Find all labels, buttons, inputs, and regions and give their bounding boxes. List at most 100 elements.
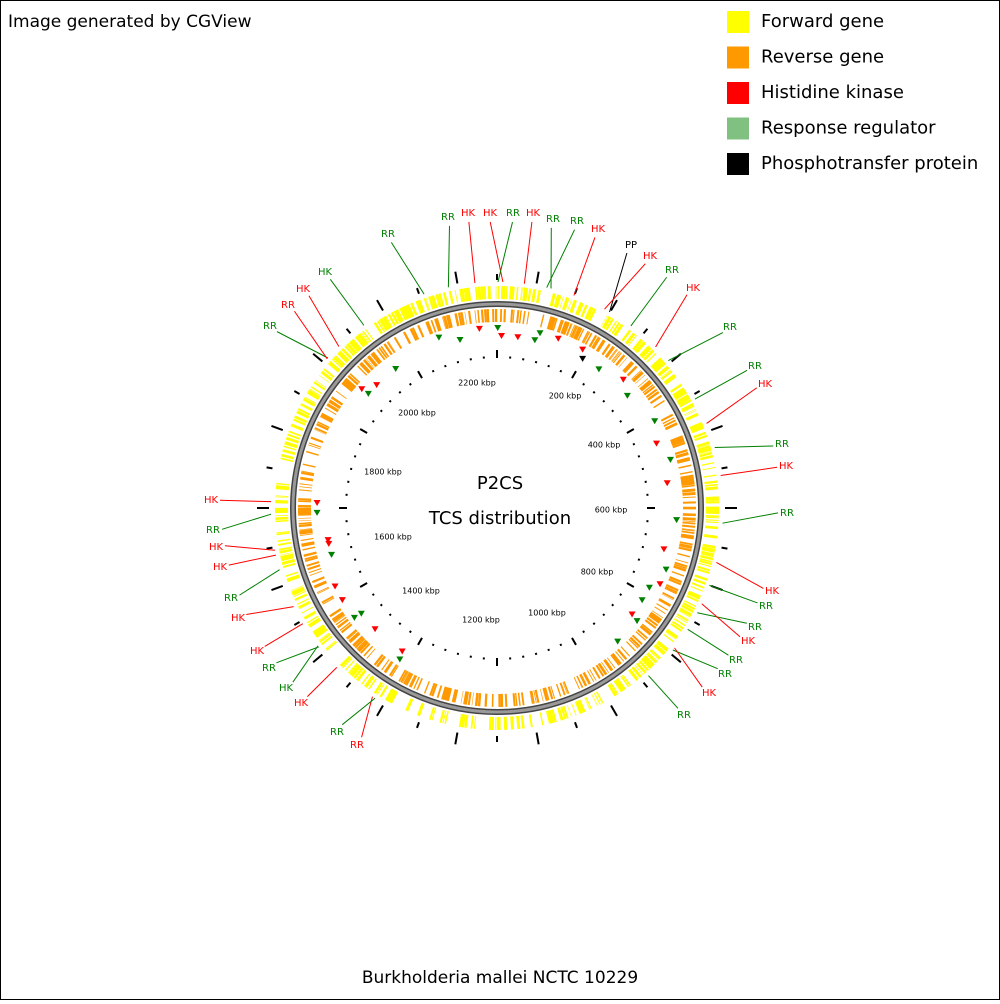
feature-label: HK — [209, 542, 224, 553]
scale-label: 800 kbp — [581, 568, 614, 577]
reverse-gene — [486, 694, 487, 707]
scale-tick — [603, 614, 604, 615]
scale-tick — [548, 649, 549, 651]
feature-label: HK — [758, 379, 773, 390]
scale-label: 400 kbp — [588, 441, 621, 450]
scale-label: 1400 kbp — [402, 587, 440, 596]
scale-tick — [399, 392, 400, 394]
feature-label: RR — [677, 710, 691, 721]
feature-label: HK — [294, 698, 309, 709]
scale-tick — [433, 370, 434, 372]
feature-label: RR — [570, 216, 584, 227]
reverse-gene — [682, 523, 695, 524]
feature-label: HK — [213, 562, 228, 573]
reverse-gene — [298, 499, 311, 500]
forward-gene — [275, 521, 288, 522]
scale-tick — [620, 594, 622, 595]
forward-gene — [476, 287, 477, 300]
scale-tick — [638, 456, 640, 457]
scale-tick — [642, 469, 644, 470]
feature-label: RR — [748, 361, 762, 372]
scale-tick — [583, 631, 584, 633]
scale-tick — [638, 559, 640, 560]
scale-tick — [458, 361, 459, 363]
feature-label: PP — [625, 240, 637, 251]
forward-gene — [705, 488, 718, 489]
feature-label: HK — [702, 688, 717, 699]
forward-gene — [518, 716, 519, 729]
forward-gene — [705, 527, 718, 528]
feature-label: HK — [643, 251, 658, 262]
scale-tick — [593, 392, 594, 394]
feature-label: RR — [330, 727, 344, 738]
reverse-gene — [299, 523, 312, 524]
scale-tick — [633, 444, 635, 445]
scale-tick — [612, 410, 614, 411]
outer-tick — [267, 467, 273, 468]
feature-label: RR — [224, 593, 238, 604]
feature-label: RR — [759, 601, 773, 612]
reverse-gene — [482, 310, 483, 323]
reverse-gene — [485, 309, 486, 322]
scale-tick — [548, 365, 549, 367]
scale-tick — [633, 571, 635, 572]
feature-label: HK — [279, 683, 294, 694]
footer-caption: Burkholderia mallei NCTC 10229 — [362, 968, 638, 988]
feature-label: HK — [250, 646, 265, 657]
scale-tick — [612, 604, 614, 605]
center-subtitle: TCS distribution — [428, 508, 571, 529]
scale-tick — [390, 401, 391, 402]
legend-label: Phosphotransfer protein — [761, 153, 978, 174]
feature-label: RR — [350, 740, 364, 751]
scale-tick — [620, 421, 622, 422]
forward-gene — [522, 716, 524, 729]
feature-label: RR — [723, 322, 737, 333]
legend-swatch — [727, 153, 749, 175]
reverse-gene — [683, 515, 696, 516]
scale-tick — [359, 444, 361, 445]
legend-swatch — [727, 47, 749, 69]
feature-label: RR — [381, 229, 395, 240]
scale-tick — [445, 649, 446, 651]
scale-tick — [381, 604, 383, 605]
scale-tick — [354, 456, 356, 457]
scale-label: 1000 kbp — [528, 609, 566, 618]
feature-label: RR — [206, 525, 220, 536]
scale-tick — [560, 370, 561, 372]
forward-gene — [506, 717, 507, 730]
scale-label: 1200 kbp — [462, 616, 500, 625]
credit: Image generated by CGView — [8, 12, 252, 32]
scale-tick — [381, 410, 383, 411]
feature-label: RR — [775, 439, 789, 450]
outer-tick — [267, 548, 273, 549]
scale-label: 200 kbp — [549, 392, 582, 401]
outer-tick — [722, 548, 728, 549]
feature-label: HK — [686, 283, 701, 294]
feature-label: HK — [765, 586, 780, 597]
scale-tick — [390, 614, 391, 615]
feature-label: RR — [665, 265, 679, 276]
feature-label: HK — [526, 208, 541, 219]
scale-tick — [583, 383, 584, 385]
feature-label: HK — [461, 208, 476, 219]
forward-gene — [275, 518, 288, 519]
reverse-gene — [506, 694, 507, 707]
scale-tick — [410, 631, 411, 633]
scale-label: 600 kbp — [595, 506, 628, 515]
scale-tick — [372, 594, 374, 595]
feature-label: HK — [231, 613, 246, 624]
feature-label: HK — [591, 224, 606, 235]
feature-label: HK — [204, 495, 219, 506]
scale-tick — [642, 547, 644, 548]
feature-label: RR — [263, 321, 277, 332]
scale-tick — [560, 644, 561, 646]
scale-label: 2000 kbp — [398, 409, 436, 418]
feature-label: RR — [546, 214, 560, 225]
scale-tick — [536, 361, 537, 363]
forward-gene — [482, 286, 483, 299]
feature-label: HK — [779, 461, 794, 472]
feature-label: RR — [718, 669, 732, 680]
feature-label: HK — [741, 636, 756, 647]
reverse-gene — [514, 693, 515, 706]
